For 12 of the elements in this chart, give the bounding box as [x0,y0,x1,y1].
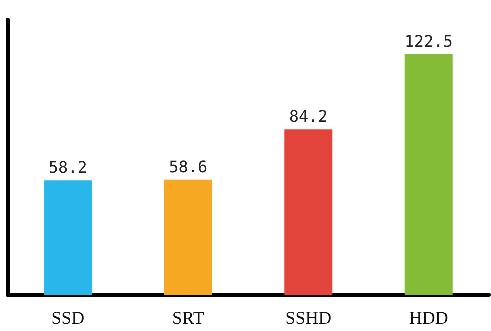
data-label: 122.5 [404,32,453,51]
bar [164,180,212,295]
bar [44,180,92,295]
x-tick-label: SSD [52,308,85,328]
data-label: 84.2 [289,107,328,126]
data-label: 58.2 [48,158,88,178]
x-tick-label: HDD [409,308,448,328]
bar [404,54,453,295]
x-tick-label: SRT [172,308,204,328]
x-tick-label: SSHD [286,308,332,328]
data-label: 58.6 [169,157,208,176]
bar [284,130,333,295]
